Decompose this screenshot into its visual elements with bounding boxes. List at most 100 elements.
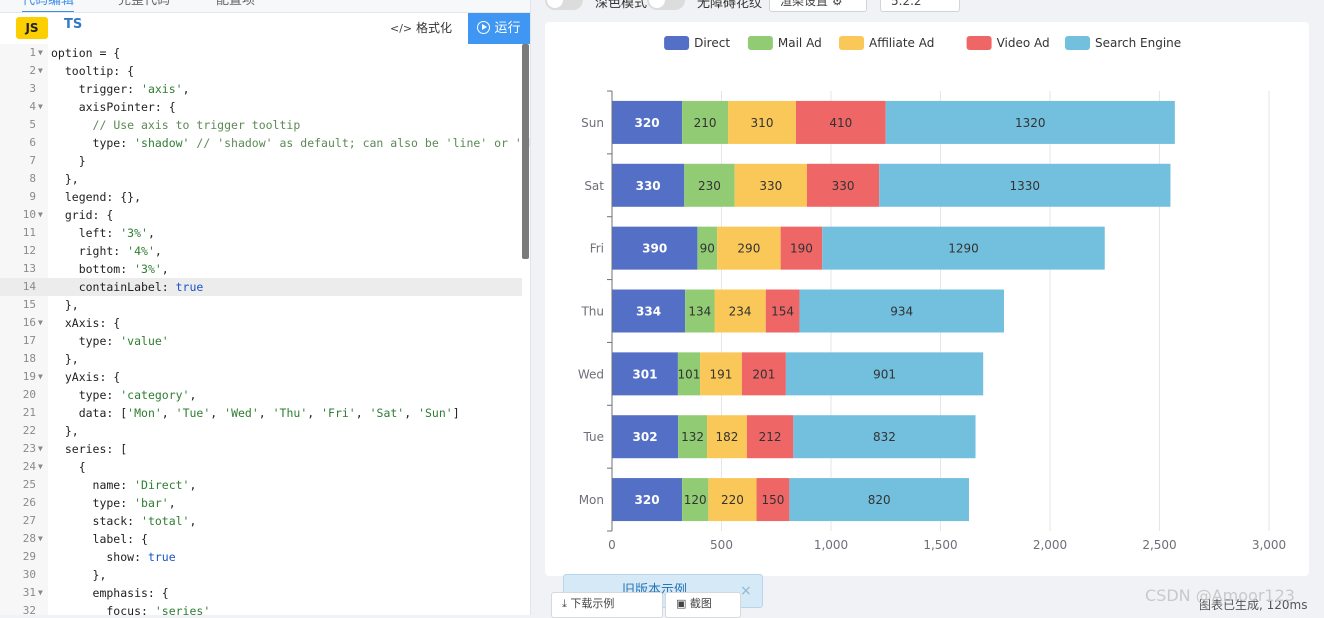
bar-segment[interactable] — [795, 100, 886, 144]
legend-label[interactable]: Video Ad — [997, 36, 1050, 50]
legend-label[interactable]: Affiliate Ad — [869, 36, 934, 50]
bar-segment[interactable] — [728, 100, 796, 144]
bar-segment[interactable] — [707, 415, 747, 459]
code-line[interactable]: 5 // Use axis to trigger tooltip — [0, 116, 522, 134]
bar-segment[interactable] — [746, 415, 794, 459]
code-line[interactable]: 11 left: '3%', — [0, 224, 522, 242]
code-line[interactable]: 16 ▼ xAxis: { — [0, 314, 522, 332]
bar-segment[interactable] — [612, 352, 678, 396]
bar-segment[interactable] — [678, 415, 708, 459]
code-line[interactable]: 28 ▼ label: { — [0, 530, 522, 548]
code-line[interactable]: 6 type: 'shadow' // 'shadow' as default;… — [0, 134, 530, 152]
bar-segment[interactable] — [612, 226, 698, 270]
code-line[interactable]: 22 }, — [0, 422, 522, 440]
editor-scrollbar[interactable] — [522, 44, 529, 259]
bar-segment[interactable] — [885, 100, 1175, 144]
fold-arrow-icon[interactable]: ▼ — [38, 48, 43, 57]
fold-arrow-icon[interactable]: ▼ — [38, 534, 43, 543]
fold-arrow-icon[interactable]: ▼ — [38, 372, 43, 381]
legend-label[interactable]: Search Engine — [1095, 36, 1181, 50]
code-line[interactable]: 3 trigger: 'axis', — [0, 80, 522, 98]
legend-swatch[interactable] — [747, 36, 773, 50]
version-select[interactable]: 5.2.2 — [880, 0, 960, 12]
code-line[interactable]: 8 }, — [0, 170, 522, 188]
bar-segment[interactable] — [682, 100, 729, 144]
lang-js-button[interactable]: JS — [16, 17, 48, 39]
bar-segment[interactable] — [682, 478, 709, 522]
code-line[interactable]: 27 stack: 'total', — [0, 512, 522, 530]
fold-arrow-icon[interactable]: ▼ — [38, 210, 43, 219]
bar-segment[interactable] — [684, 163, 735, 207]
code-line[interactable]: 24 ▼ { — [0, 458, 522, 476]
bar-segment[interactable] — [780, 226, 823, 270]
code-line[interactable]: 31 ▼ emphasis: { — [0, 584, 522, 602]
code-line[interactable]: 29 show: true — [0, 548, 522, 566]
close-icon[interactable]: × — [740, 583, 752, 599]
code-line[interactable]: 17 type: 'value' — [0, 332, 522, 350]
fold-arrow-icon[interactable]: ▼ — [38, 102, 43, 111]
code-line[interactable]: 26 type: 'bar', — [0, 494, 522, 512]
code-line[interactable]: 9 legend: {}, — [0, 188, 522, 206]
code-line[interactable]: 18 }, — [0, 350, 522, 368]
fold-arrow-icon[interactable]: ▼ — [38, 318, 43, 327]
fold-arrow-icon[interactable]: ▼ — [38, 66, 43, 75]
lang-ts-button[interactable]: TS — [64, 17, 83, 32]
format-button[interactable]: </> 格式化 — [390, 17, 452, 39]
code-line[interactable]: 13 bottom: '3%', — [0, 260, 522, 278]
no-barrier-toggle[interactable] — [647, 0, 685, 10]
tab-full-code[interactable]: 完整代码 — [118, 0, 171, 8]
render-settings-button[interactable]: 渲染设置 ⚙ — [769, 0, 867, 12]
code-line[interactable]: 10 ▼ grid: { — [0, 206, 522, 224]
legend-label[interactable]: Direct — [694, 36, 730, 50]
code-line[interactable]: 2 ▼ tooltip: { — [0, 62, 522, 80]
bar-segment[interactable] — [708, 478, 757, 522]
code-line[interactable]: 19 ▼ yAxis: { — [0, 368, 522, 386]
legend-swatch[interactable] — [664, 36, 690, 50]
bar-segment[interactable] — [793, 415, 976, 459]
legend-swatch[interactable] — [839, 36, 864, 50]
bar-segment[interactable] — [677, 352, 701, 396]
code-line[interactable]: 23 ▼ series: [ — [0, 440, 522, 458]
bar-segment[interactable] — [756, 478, 790, 522]
code-line[interactable]: 20 type: 'category', — [0, 386, 522, 404]
tab-code-edit[interactable]: 代码编辑 — [22, 0, 75, 12]
bar-segment[interactable] — [765, 289, 800, 333]
bar-segment[interactable] — [806, 163, 880, 207]
code-line[interactable]: 21 data: ['Mon', 'Tue', 'Wed', 'Thu', 'F… — [0, 404, 522, 422]
bar-segment[interactable] — [612, 100, 683, 144]
fold-arrow-icon[interactable]: ▼ — [38, 444, 43, 453]
bar-segment[interactable] — [741, 352, 786, 396]
bar-segment[interactable] — [700, 352, 742, 396]
bar-segment[interactable] — [822, 226, 1105, 270]
bar-segment[interactable] — [785, 352, 984, 396]
legend-swatch[interactable] — [966, 36, 992, 50]
fold-arrow-icon[interactable]: ▼ — [38, 462, 43, 471]
code-area[interactable]: 1 ▼ option = {2 ▼ tooltip: {3 trigger: 'axi… — [0, 44, 530, 615]
code-line[interactable]: 32 focus: 'series' — [0, 602, 522, 615]
code-line[interactable]: 1 ▼ option = { — [0, 44, 522, 62]
code-line[interactable]: 7 } — [0, 152, 522, 170]
code-line[interactable]: 14 containLabel: true — [0, 278, 522, 296]
bar-segment[interactable] — [714, 289, 766, 333]
bar-segment[interactable] — [612, 163, 685, 207]
bar-segment[interactable] — [697, 226, 718, 270]
bar-segment[interactable] — [789, 478, 969, 522]
code-line[interactable]: 4 ▼ axisPointer: { — [0, 98, 522, 116]
legend-label[interactable]: Mail Ad — [778, 36, 822, 50]
download-button[interactable]: ⤓ 下载示例 — [551, 592, 663, 618]
bar-segment[interactable] — [879, 163, 1171, 207]
bar-segment[interactable] — [612, 415, 679, 459]
code-line[interactable]: 30 }, — [0, 566, 522, 584]
dark-mode-toggle[interactable] — [545, 0, 583, 10]
bar-segment[interactable] — [685, 289, 715, 333]
screenshot-button[interactable]: ▣ 截图 — [665, 592, 741, 618]
bar-segment[interactable] — [612, 478, 683, 522]
run-button[interactable]: 运行 — [468, 13, 530, 44]
bar-segment[interactable] — [799, 289, 1005, 333]
bar-segment[interactable] — [734, 163, 807, 207]
code-line[interactable]: 25 name: 'Direct', — [0, 476, 522, 494]
legend-swatch[interactable] — [1065, 36, 1090, 50]
code-line[interactable]: 12 right: '4%', — [0, 242, 522, 260]
fold-arrow-icon[interactable]: ▼ — [38, 588, 43, 597]
bar-segment[interactable] — [612, 289, 686, 333]
